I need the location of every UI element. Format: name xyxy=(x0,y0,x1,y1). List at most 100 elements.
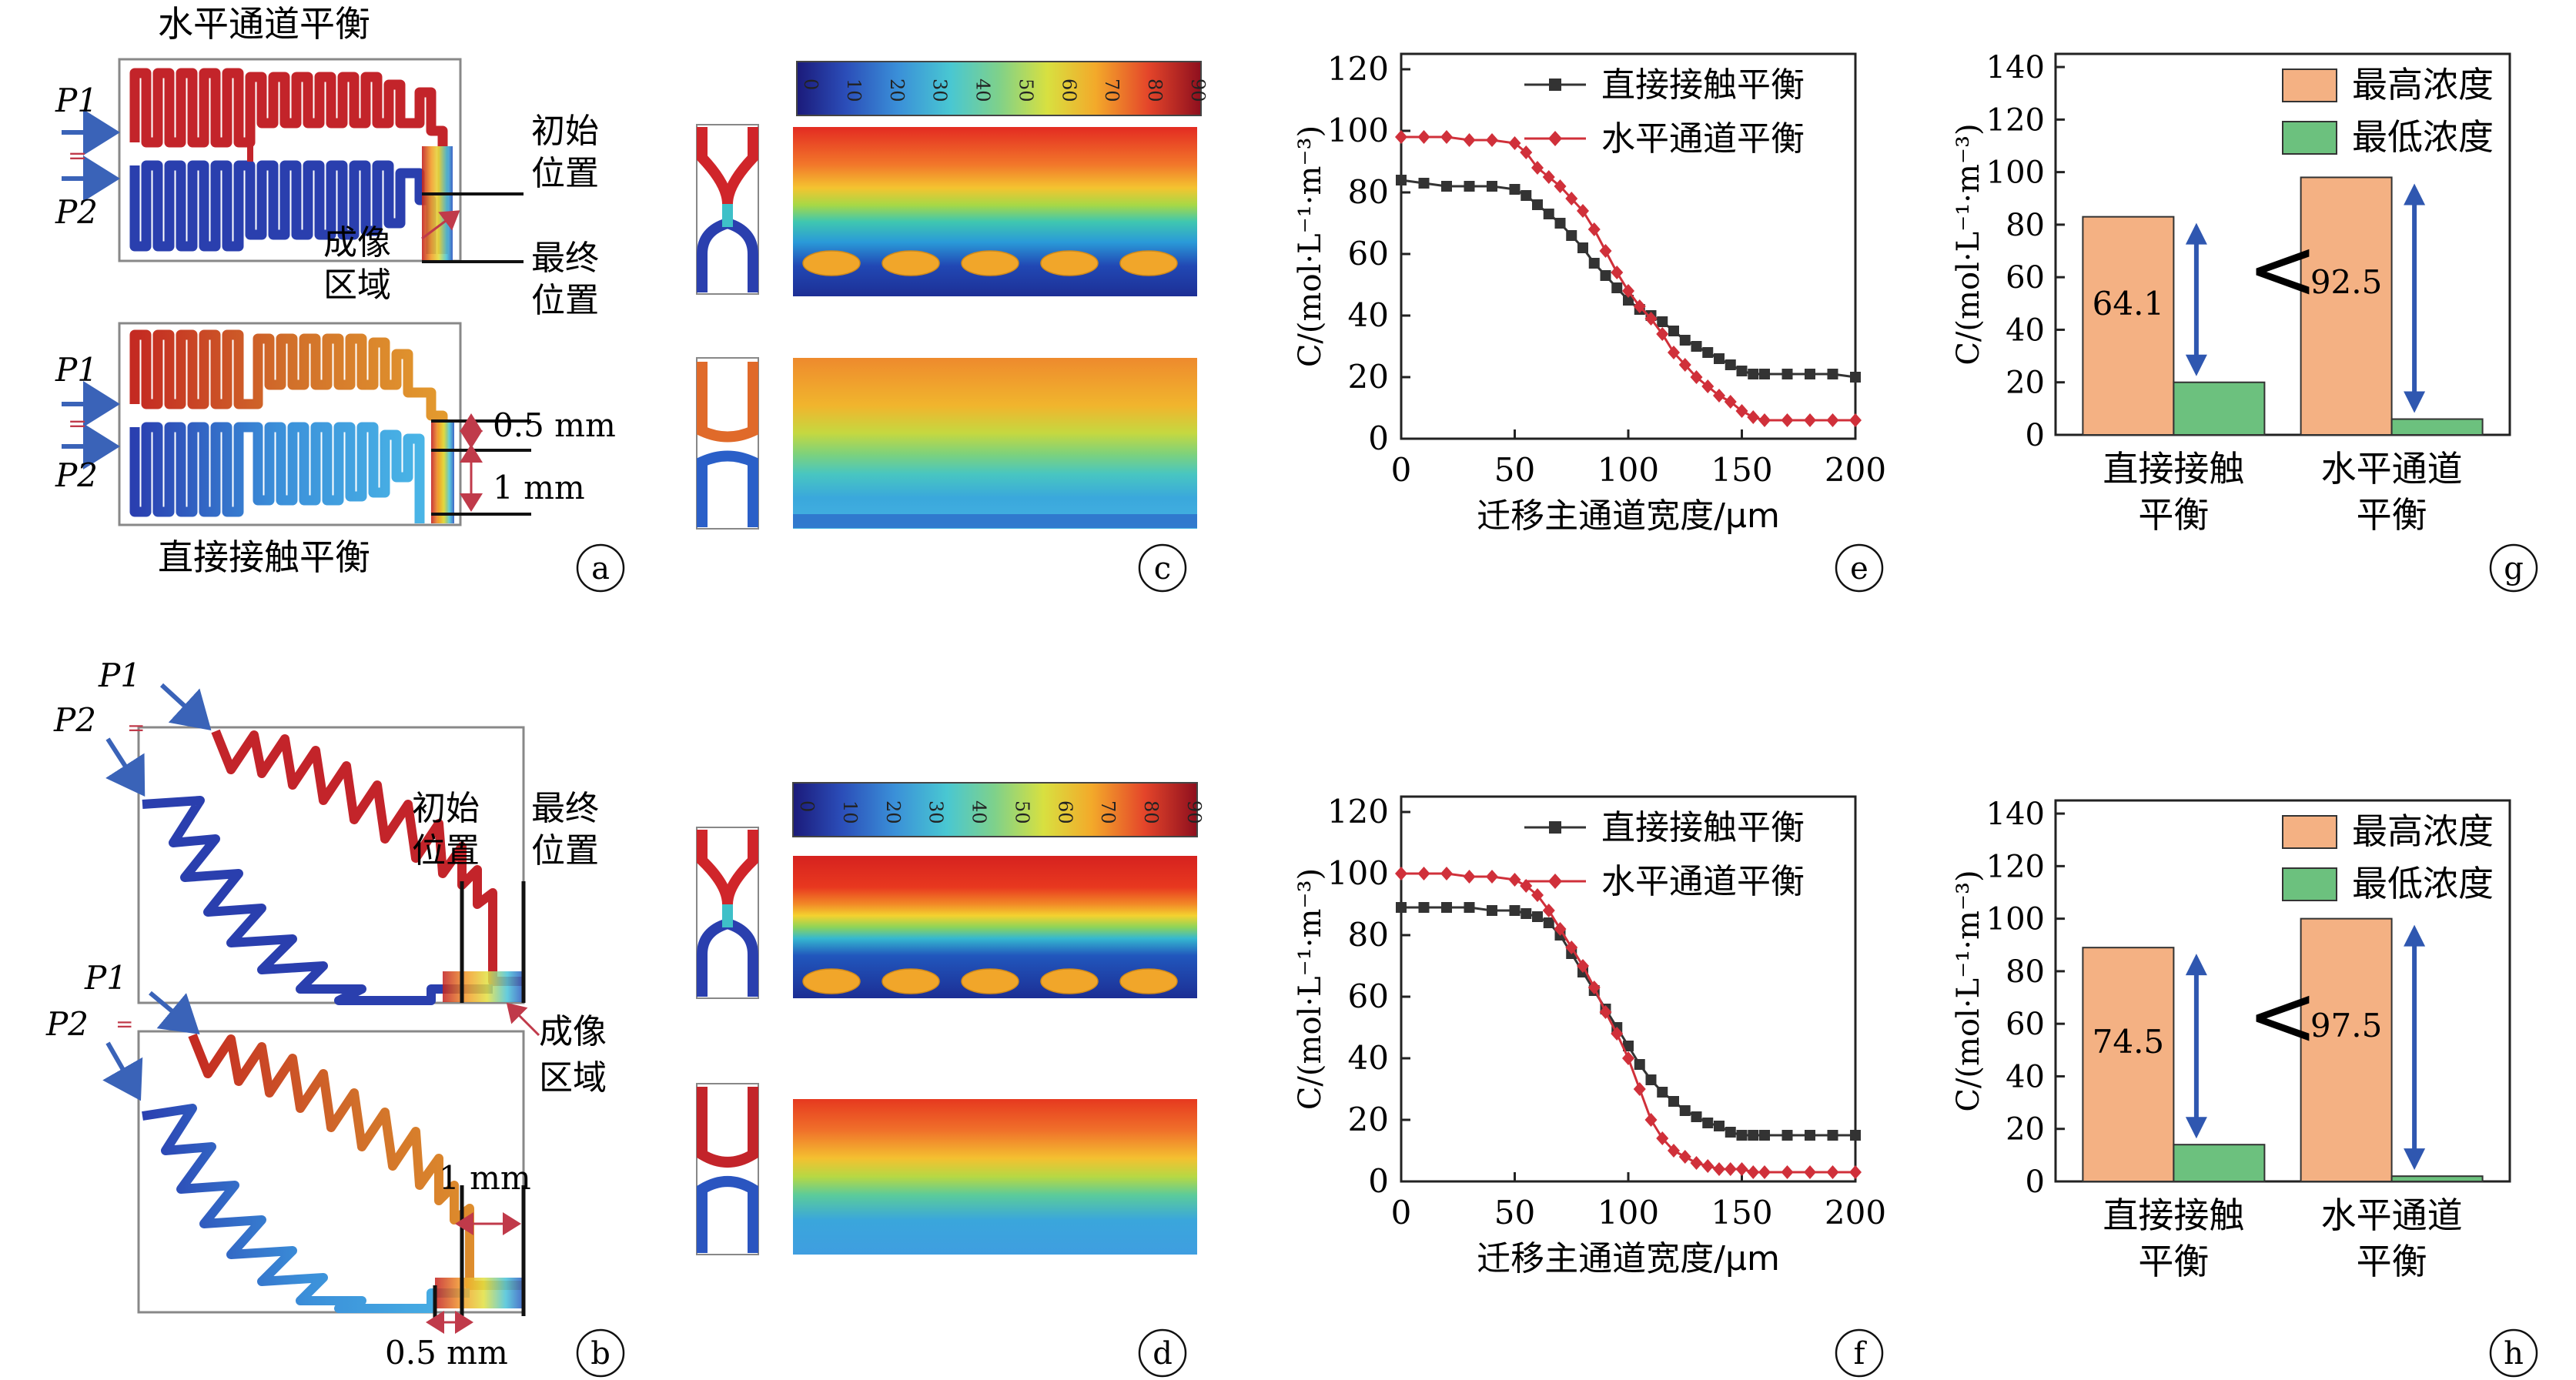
data-point xyxy=(1748,369,1759,379)
panel-c-particles xyxy=(802,250,1178,276)
x-axis-label: 迁移主通道宽度/μm xyxy=(1477,496,1780,536)
panel-b-equal-mark-2: = xyxy=(115,1011,133,1037)
panel-g-letter-circle xyxy=(2489,543,2538,593)
panel-a-letter: a xyxy=(591,551,610,586)
panel-h-bar-chart: 0 20 40 60 80 100 120 140 C/(mol·L⁻¹·m⁻³) 74.5 直接接… xyxy=(1951,797,2511,1282)
panel-a-p1-label: P1 xyxy=(55,82,98,119)
x-tick-label: 200 xyxy=(1825,1194,1886,1231)
data-point xyxy=(1486,870,1498,884)
panel-a-blue-channel xyxy=(129,160,437,254)
legend-marker xyxy=(1549,821,1561,834)
data-point xyxy=(1543,209,1554,219)
y-tick-label: 20 xyxy=(2006,366,2045,401)
x-axis-label: 迁移主通道宽度/μm xyxy=(1477,1239,1780,1278)
data-point xyxy=(1622,284,1634,298)
data-point xyxy=(1781,369,1793,379)
y-axis-label: C/(mol·L⁻¹·m⁻³) xyxy=(1951,870,1986,1111)
panel-a-outlet-top xyxy=(422,146,453,262)
legend-label: 最低浓度 xyxy=(2352,863,2494,904)
data-point xyxy=(1805,369,1815,379)
panel-e-line-chart: 0 20 40 60 80 100 120 0 50 100 150 200 迁移主通道宽度/μm C/(… xyxy=(1293,50,1886,536)
data-point xyxy=(1508,136,1521,150)
legend-swatch xyxy=(2282,867,2337,901)
panel-a-final-label-2: 位置 xyxy=(531,281,599,320)
panel-c-field-bottom-edge xyxy=(793,514,1197,528)
legend-marker xyxy=(1549,79,1561,91)
x-tick-label: 50 xyxy=(1494,451,1535,489)
legend-swatch xyxy=(2282,815,2337,849)
particle xyxy=(882,250,940,276)
y-tick-label: 120 xyxy=(1327,793,1389,830)
data-point xyxy=(1521,190,1532,201)
data-point xyxy=(1644,312,1658,326)
data-point xyxy=(1724,395,1737,409)
y-tick-label: 40 xyxy=(2006,312,2045,348)
data-point xyxy=(1566,230,1577,241)
y-tick-label: 80 xyxy=(1348,916,1389,954)
y-tick-label: 40 xyxy=(1348,296,1389,334)
data-point xyxy=(1577,204,1589,218)
colorbar-tick-label: 20 xyxy=(882,800,904,824)
bar-min xyxy=(2173,381,2266,436)
data-point xyxy=(1644,1113,1658,1127)
data-point xyxy=(1587,981,1601,994)
data-point xyxy=(1599,1005,1612,1019)
data-point xyxy=(1487,905,1497,916)
bar-max xyxy=(2082,947,2175,1182)
data-point xyxy=(1690,370,1703,384)
data-point xyxy=(1599,244,1612,258)
panel-b-p1-label: P1 xyxy=(98,657,141,694)
panel-b-final-label-1: 最终 xyxy=(531,789,599,828)
data-point xyxy=(1826,1165,1839,1179)
panel-c-letter: c xyxy=(1154,551,1171,586)
colorbar-tick-label: 50 xyxy=(1011,800,1032,824)
panel-d: 0 10 20 30 40 50 60 70 80 90 d xyxy=(696,782,1205,1378)
data-point xyxy=(1735,404,1748,418)
data-point xyxy=(1827,1130,1838,1141)
panel-b-p1-arrow-2 xyxy=(149,991,200,1034)
colorbar-tick-label: 60 xyxy=(1054,800,1076,824)
legend-label: 最高浓度 xyxy=(2352,810,2494,852)
panel-a-equal-mark: = xyxy=(68,142,87,169)
panel-a-p2-label-2: P2 xyxy=(55,456,98,494)
comparison-sign: < xyxy=(2247,219,2318,318)
comparison-sign: < xyxy=(2247,966,2318,1064)
panel-b-p1-arrow xyxy=(159,683,212,731)
bar-annotation: 92.5 xyxy=(2310,263,2383,301)
panel-b-frame-top xyxy=(137,726,525,1004)
panel-a-final-label-1: 最终 xyxy=(531,239,599,278)
data-point xyxy=(1622,1051,1634,1065)
data-point xyxy=(1691,341,1702,352)
data-point xyxy=(1464,181,1475,192)
data-point xyxy=(1464,902,1475,913)
data-point xyxy=(1542,170,1555,184)
panel-c-junction-red xyxy=(697,127,758,212)
panel-d-letter: d xyxy=(1153,1336,1173,1372)
panel-c-junction-mix xyxy=(722,204,733,227)
difference-arrow-head xyxy=(2404,924,2426,947)
panel-a-outlet-bottom xyxy=(431,419,454,523)
data-point xyxy=(1724,1162,1737,1176)
data-point xyxy=(1714,1121,1725,1131)
panel-a-title-top: 水平通道平衡 xyxy=(158,3,370,45)
series-line xyxy=(1401,906,1855,1137)
data-point xyxy=(1747,410,1760,424)
colorbar-tick-label: 50 xyxy=(1015,79,1036,102)
data-point xyxy=(1554,218,1566,229)
panel-a-imaging-pointer xyxy=(421,210,460,240)
panel-b-blue-channel-2 xyxy=(142,1104,470,1313)
data-point xyxy=(1521,908,1532,919)
panel-h-letter: h xyxy=(2504,1336,2524,1372)
y-tick-label: 0 xyxy=(2026,1164,2045,1200)
y-tick-label: 120 xyxy=(1986,849,2045,884)
data-point xyxy=(1850,1130,1861,1141)
data-point xyxy=(1611,282,1623,293)
bar-max xyxy=(2082,216,2175,436)
data-point xyxy=(1804,413,1816,427)
y-tick-label: 60 xyxy=(2006,1007,2045,1042)
difference-arrow-head xyxy=(2404,1148,2426,1171)
panel-b-red-channel-2 xyxy=(188,1033,524,1290)
panel-a-initial-label-1: 初始 xyxy=(531,112,599,151)
panel-a-p1-label-2: P1 xyxy=(55,351,98,389)
panel-c-junction2-lower xyxy=(697,450,758,527)
